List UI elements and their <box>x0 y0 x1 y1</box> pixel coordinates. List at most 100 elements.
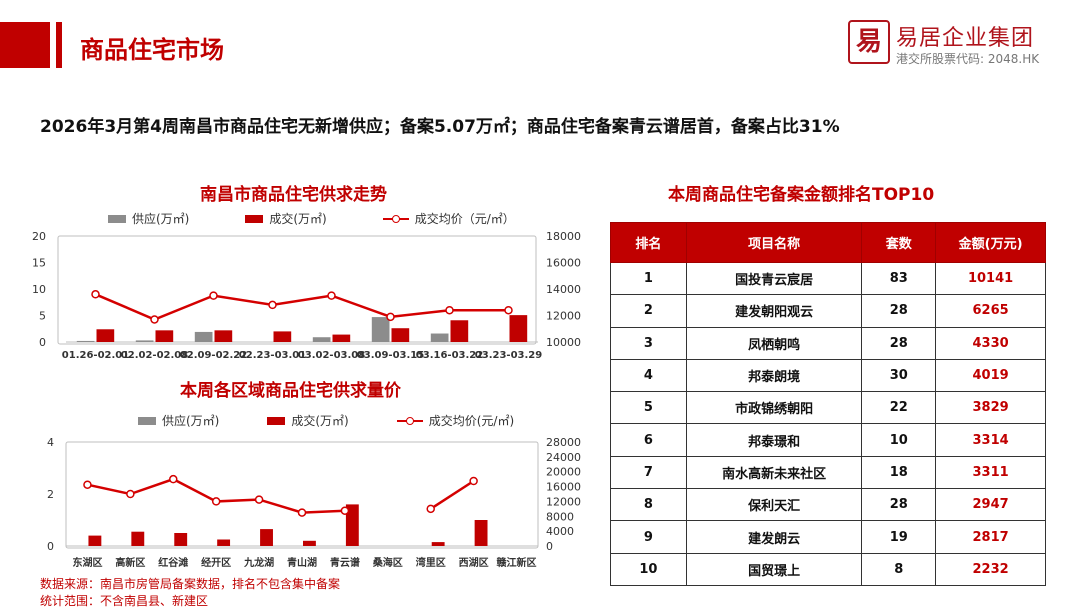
units-cell: 18 <box>861 455 937 490</box>
bar-deal <box>391 328 410 342</box>
project-name-cell: 邦泰朗境 <box>685 358 863 393</box>
bar-deal <box>88 535 102 546</box>
project-name-cell: 国投青云宸居 <box>685 261 863 296</box>
units-cell: 28 <box>861 326 937 360</box>
amount-cell: 2232 <box>935 552 1046 586</box>
brand-logo-icon: 易 <box>848 20 890 64</box>
price-point <box>340 506 350 515</box>
bar-deal <box>431 542 445 546</box>
x-tick-label: 高新区 <box>115 556 145 569</box>
amount-cell: 6265 <box>935 294 1046 328</box>
y-tick-right: 28000 <box>546 436 581 449</box>
table-row: 4 邦泰朗境 30 4019 <box>610 358 1046 393</box>
units-cell: 83 <box>861 261 937 296</box>
price-point <box>504 305 513 315</box>
units-cell: 10 <box>861 423 937 457</box>
project-name-cell: 建发朗云 <box>685 520 863 554</box>
project-name-cell: 南水高新未来社区 <box>685 455 863 490</box>
table-row: 9 建发朗云 19 2817 <box>610 520 1046 554</box>
y-tick-left: 2 <box>47 488 54 501</box>
rank-cell: 10 <box>610 552 687 586</box>
project-name-cell: 邦泰璟和 <box>685 423 863 457</box>
x-tick-label: 02.09-02.22 <box>180 350 247 361</box>
bar-deal <box>155 330 174 342</box>
legend-swatch-price <box>396 416 423 426</box>
units-cell: 8 <box>861 552 937 586</box>
bar-deal <box>345 504 359 546</box>
y-tick-right: 18000 <box>546 230 581 243</box>
price-line <box>87 477 345 514</box>
bar-supply <box>371 317 390 342</box>
plot-frame <box>57 235 537 345</box>
table-row: 2 建发朝阳观云 28 6265 <box>610 294 1046 328</box>
chart1-title: 南昌市商品住宅供求走势 <box>200 185 387 205</box>
amount-cell: 2947 <box>935 488 1046 522</box>
x-tick-label: 九龙湖 <box>243 556 274 569</box>
units-cell: 22 <box>861 391 937 425</box>
headline: 2026年3月第4周南昌市商品住宅无新增供应；备案5.07万㎡；商品住宅备案青云… <box>40 117 840 137</box>
price-point <box>169 474 178 484</box>
y-tick-right: 16000 <box>546 481 581 494</box>
x-tick-label: 03.16-03.22 <box>416 350 483 361</box>
units-cell: 30 <box>861 358 937 393</box>
x-tick-label: 湾里区 <box>416 556 446 569</box>
bar-deal <box>509 315 528 342</box>
price-line <box>430 479 475 510</box>
x-tick-label: 03.23-03.29 <box>475 350 542 361</box>
table-row: 5 市政锦绣朝阳 22 3829 <box>610 391 1046 425</box>
bar-deal <box>131 531 145 546</box>
y-tick-left: 4 <box>47 436 54 449</box>
chart1-legend: 供应(万㎡) 成交(万㎡) 成交均价（元/㎡） <box>108 210 515 227</box>
rank-cell: 6 <box>610 423 687 457</box>
table-row: 8 保利天汇 28 2947 <box>610 488 1046 522</box>
y-tick-right: 16000 <box>546 257 581 270</box>
project-name-cell: 保利天汇 <box>685 488 863 522</box>
y-tick-left: 20 <box>32 230 46 243</box>
y-tick-right: 8000 <box>546 510 574 523</box>
y-tick-right: 14000 <box>546 283 581 296</box>
chart2-title: 本周各区域商品住宅供求量价 <box>180 381 401 401</box>
price-point <box>91 290 100 299</box>
legend-label-deal: 成交(万㎡) <box>269 212 327 226</box>
y-tick-left: 15 <box>32 257 46 270</box>
y-tick-right: 12000 <box>546 310 581 323</box>
y-tick-left: 0 <box>47 540 54 553</box>
x-tick-label: 东湖区 <box>72 556 102 569</box>
x-tick-label: 青山湖 <box>287 556 317 569</box>
price-point <box>426 504 435 514</box>
amount-cell: 3314 <box>935 423 1046 457</box>
plot-frame <box>65 441 539 549</box>
x-tick-label: 03.09-03.15 <box>357 350 424 361</box>
data-scope-note: 统计范围：不含南昌县、新建区 <box>40 594 209 608</box>
table-row: 7 南水高新未来社区 18 3311 <box>610 455 1046 490</box>
data-source-note: 数据来源：南昌市房管局备案数据，排名不包含集中备案 <box>40 577 341 591</box>
x-tick-label: 西湖区 <box>459 556 489 569</box>
header-rank: 排名 <box>610 222 687 263</box>
x-tick-label: 02.02-02.08 <box>121 350 188 361</box>
bar-supply <box>76 340 95 342</box>
x-tick-label: 赣江新区 <box>497 556 537 569</box>
legend-swatch-price <box>382 214 409 224</box>
bar-deal <box>96 329 115 342</box>
project-name-cell: 建发朝阳观云 <box>685 294 863 328</box>
table-row: 3 凤栖朝鸣 28 4330 <box>610 326 1046 360</box>
price-point <box>297 508 307 517</box>
y-tick-right: 10000 <box>546 336 581 349</box>
rank-cell: 2 <box>610 294 687 328</box>
header-project: 项目名称 <box>685 222 863 263</box>
legend-label-supply: 供应(万㎡) <box>162 414 220 428</box>
x-tick-label: 红谷滩 <box>158 556 188 569</box>
price-line <box>95 293 509 321</box>
x-tick-label: 青云谱 <box>330 556 360 569</box>
chart2-legend: 供应(万㎡) 成交(万㎡) 成交均价(元/㎡) <box>138 412 514 429</box>
legend-swatch-deal <box>267 416 286 425</box>
rank-cell: 5 <box>610 391 687 425</box>
y-tick-left: 5 <box>39 310 46 323</box>
x-tick-label: 01.26-02.01 <box>62 350 129 361</box>
units-cell: 19 <box>861 520 937 554</box>
y-tick-left: 0 <box>39 336 46 349</box>
project-name-cell: 市政锦绣朝阳 <box>685 391 863 425</box>
legend-label-price: 成交均价（元/㎡） <box>414 212 515 226</box>
rank-cell: 1 <box>610 261 687 296</box>
